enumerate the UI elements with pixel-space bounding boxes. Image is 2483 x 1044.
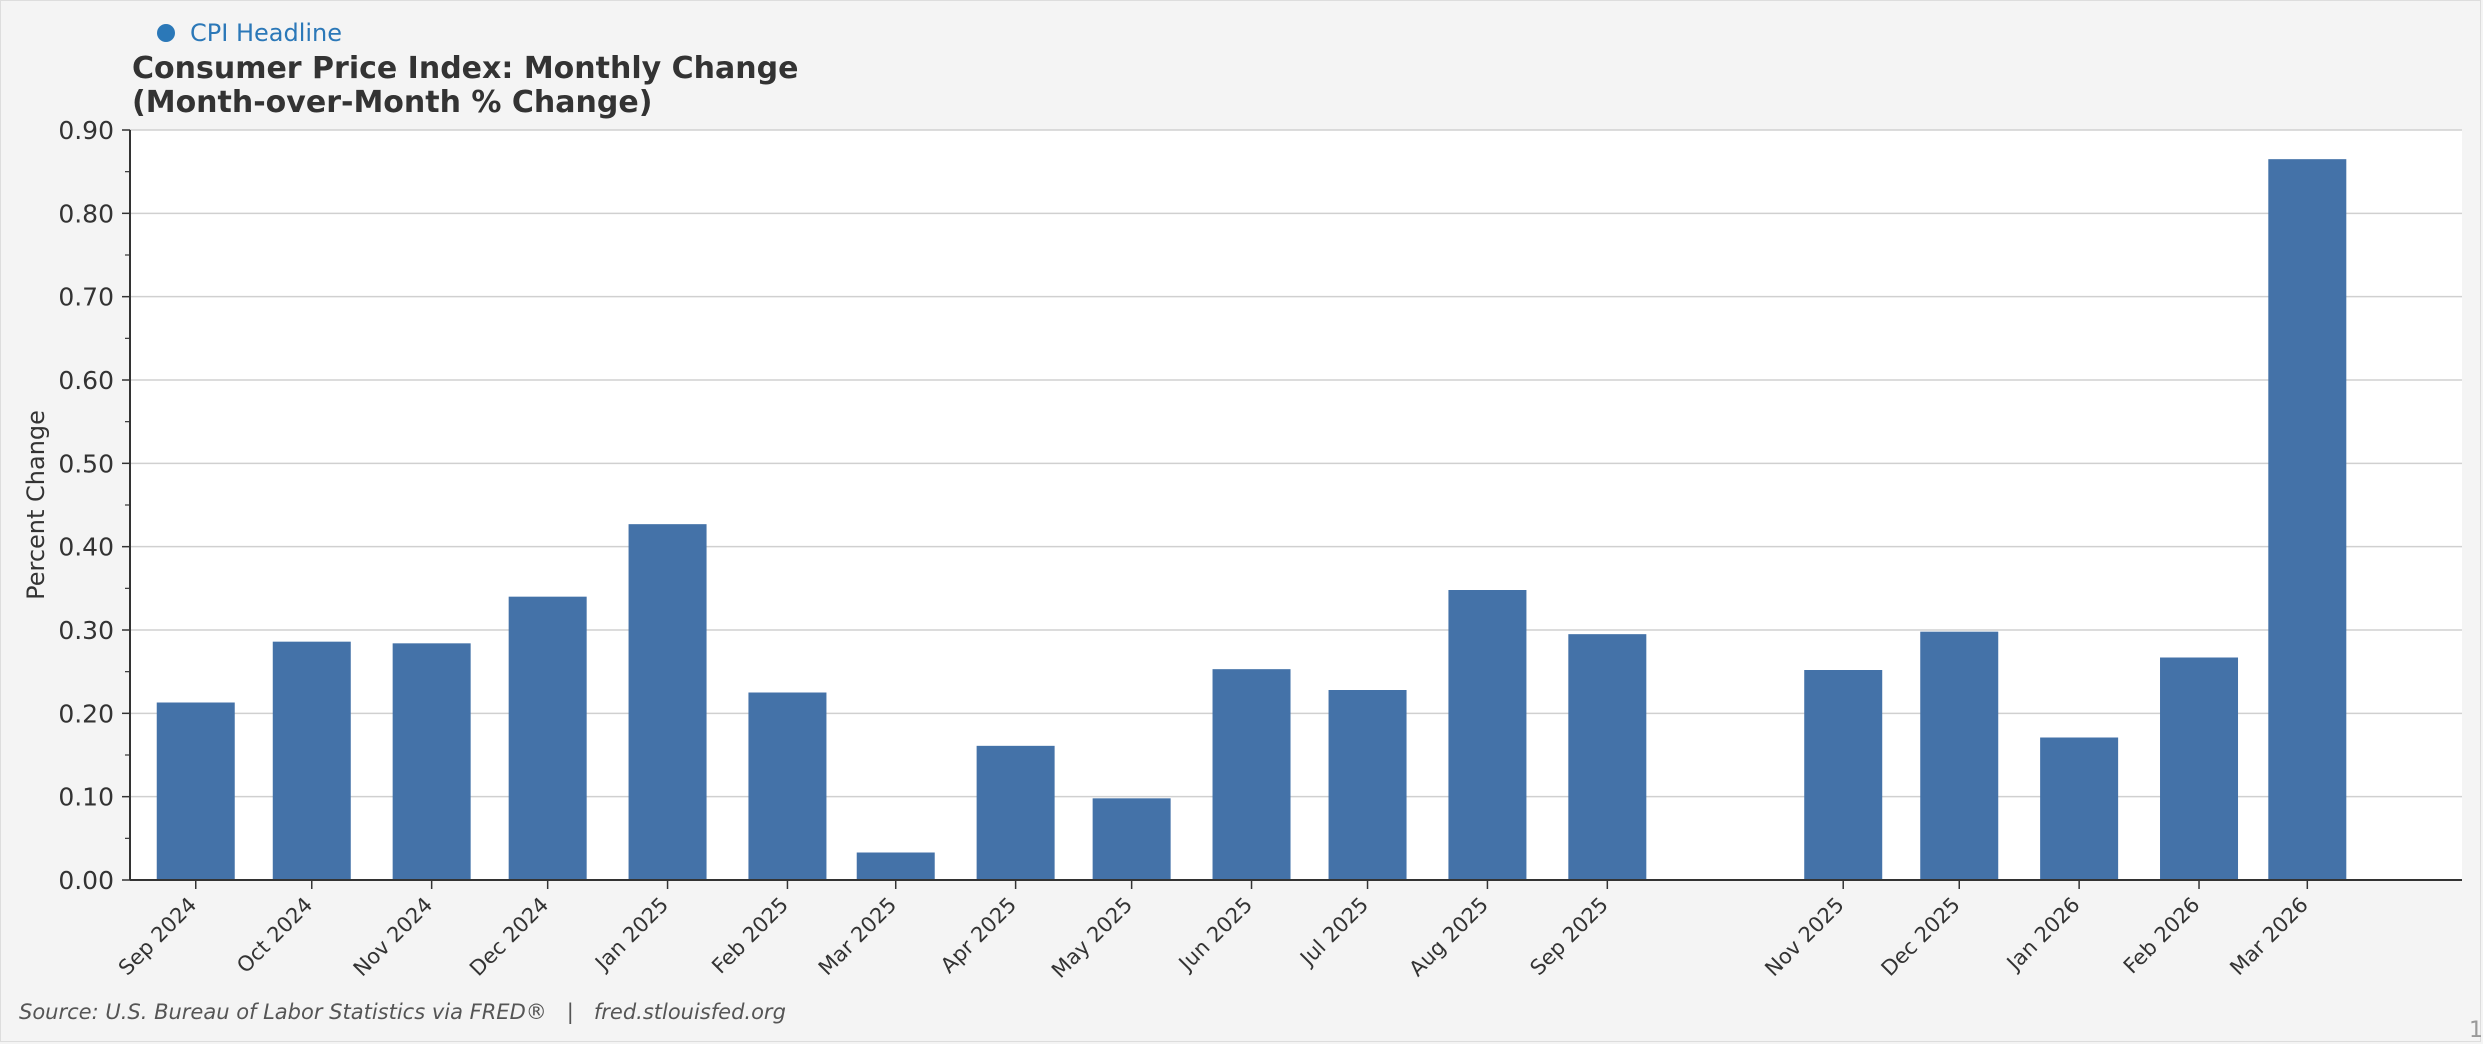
bar-feb-2025 — [748, 692, 827, 880]
y-tick-label: 0.30 — [58, 616, 114, 645]
bar-jan-2025 — [628, 524, 707, 880]
x-tick-label: Dec 2025 — [1877, 893, 1965, 981]
bar-jun-2025 — [1212, 669, 1291, 880]
x-tick-label: Mar 2025 — [814, 893, 902, 981]
source-note: Source: U.S. Bureau of Labor Statistics … — [19, 1000, 786, 1024]
bar-chart: 0.00 0.10 0.20 0.30 0.40 0.50 0.60 0.70 0.80 0.90… — [22, 116, 2462, 983]
bar-sep-2025 — [1568, 634, 1647, 880]
bar-jul-2025 — [1328, 690, 1407, 880]
chart-title: Consumer Price Index: Monthly Change — [132, 51, 799, 86]
y-tick-label: 0.60 — [58, 366, 114, 395]
x-tick-label: Dec 2024 — [465, 893, 553, 981]
x-tick-label: Jan 2026 — [2001, 893, 2085, 977]
bar-aug-2025 — [1448, 590, 1527, 880]
chart-subtitle: (Month-over-Month % Change) — [132, 85, 653, 120]
y-tick-label: 0.80 — [58, 199, 114, 228]
bar-sep-2024 — [156, 702, 235, 880]
x-tick-label: Apr 2025 — [936, 893, 1021, 978]
x-tick-label: Sep 2024 — [114, 893, 201, 980]
x-tick-label: Feb 2025 — [707, 893, 793, 979]
bar-mar-2026 — [2268, 159, 2347, 880]
bar-oct-2024 — [272, 641, 351, 880]
bar-feb-2026 — [2160, 657, 2239, 880]
bar-jan-2026 — [2040, 737, 2119, 880]
x-tick-label: May 2025 — [1047, 893, 1137, 983]
bar-apr-2025 — [976, 745, 1055, 880]
x-tick-label: Mar 2026 — [2225, 893, 2313, 981]
legend-marker-icon — [157, 24, 175, 42]
x-tick-label: Nov 2024 — [349, 893, 437, 981]
y-tick-label: 0.90 — [58, 116, 114, 145]
bar-mar-2025 — [856, 852, 935, 880]
y-tick-label: 0.20 — [58, 699, 114, 728]
x-tick-label: Oct 2024 — [232, 893, 317, 978]
legend: CPI Headline — [157, 16, 342, 50]
bar-nov-2025 — [1804, 670, 1883, 880]
y-tick-label: 0.10 — [58, 783, 114, 812]
y-tick-label: 0.40 — [58, 533, 114, 562]
x-tick-label: Aug 2025 — [1404, 893, 1492, 981]
x-tick-label: Jun 2025 — [1173, 893, 1257, 977]
bar-dec-2024 — [508, 596, 587, 880]
x-tick-label: Sep 2025 — [1525, 893, 1612, 980]
legend-label: CPI Headline — [190, 19, 343, 47]
y-tick-label: 0.50 — [58, 449, 114, 478]
bar-may-2025 — [1092, 798, 1171, 880]
x-tick-label: Nov 2025 — [1760, 893, 1848, 981]
bar-nov-2024 — [392, 643, 471, 880]
chart-title-block: Consumer Price Index: Monthly Change (Mo… — [132, 52, 798, 120]
y-axis-label: Percent Change — [22, 410, 50, 600]
bar-dec-2025 — [1920, 631, 1999, 880]
corner-mark: 1 — [2469, 1018, 2483, 1043]
x-tick-label: Feb 2026 — [2119, 893, 2205, 979]
x-tick-label: Jan 2025 — [589, 893, 673, 977]
x-tick-label: Jul 2025 — [1294, 893, 1373, 972]
y-tick-label: 0.00 — [58, 866, 114, 895]
y-tick-label: 0.70 — [58, 283, 114, 312]
